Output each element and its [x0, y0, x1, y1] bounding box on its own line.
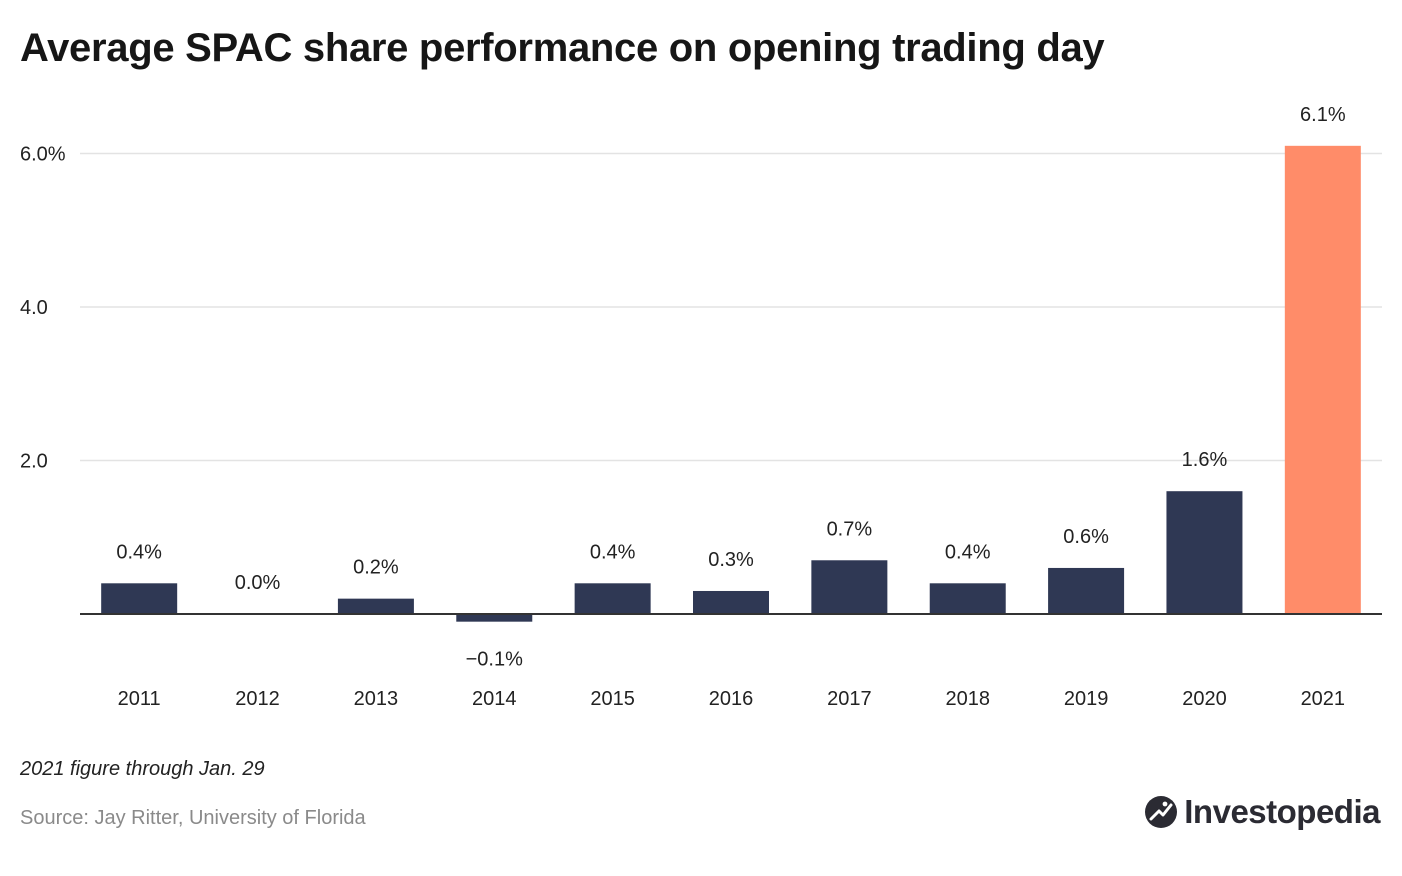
bar [337, 598, 414, 614]
data-label: 0.6% [1063, 526, 1109, 548]
x-tick-label: 2016 [709, 688, 754, 710]
data-label: 0.4% [945, 541, 991, 563]
x-axis-ticks: 2011 2012 2013 2014 2015 2016 2017 2018 2019 2020… [118, 688, 1345, 710]
bar [693, 590, 769, 614]
brand-logo: Investopedia [1144, 793, 1380, 831]
x-tick-label: 2012 [235, 688, 280, 710]
x-tick-label: 2017 [827, 688, 872, 710]
data-label: 6.1% [1300, 104, 1346, 126]
bar [1166, 491, 1243, 614]
data-label: 1.6% [1182, 449, 1228, 471]
data-label: 0.2% [353, 557, 399, 579]
footnote: 2021 figure through Jan. 29 [20, 758, 265, 780]
y-tick-label: 4.0 [20, 297, 48, 319]
data-label: 0.4% [590, 541, 636, 563]
investopedia-logo-icon [1145, 796, 1178, 828]
data-label: 0.4% [116, 541, 162, 563]
x-tick-label: 2011 [118, 688, 161, 710]
y-axis-ticks: 2.0 4.0 6.0% [20, 144, 66, 473]
data-labels: 0.4% 0.0% 0.2% −0.1% 0.4% 0.3% 0.7% 0.4% 0.6% 1.6… [116, 104, 1345, 671]
x-tick-label: 2014 [472, 688, 517, 710]
chart-title: Average SPAC share performance on openin… [20, 26, 1105, 70]
bar [811, 560, 888, 614]
data-label: 0.7% [827, 518, 873, 540]
y-tick-label: 2.0 [20, 451, 48, 473]
x-tick-label: 2019 [1064, 688, 1109, 710]
x-tick-label: 2015 [590, 688, 635, 710]
bar [1048, 567, 1125, 614]
bar [1284, 145, 1361, 614]
x-tick-label: 2013 [354, 688, 399, 710]
bar [456, 614, 533, 622]
data-label: −0.1% [466, 649, 523, 671]
bar [929, 583, 1006, 614]
data-label: 0.0% [235, 572, 281, 594]
y-tick-label: 6.0% [20, 144, 66, 166]
x-tick-label: 2020 [1182, 688, 1227, 710]
bar [574, 583, 651, 614]
source-text: Source: Jay Ritter, University of Florid… [20, 807, 366, 829]
bars [101, 145, 1361, 622]
x-tick-label: 2018 [945, 688, 990, 710]
x-tick-label: 2021 [1301, 688, 1346, 710]
bar [101, 583, 178, 614]
brand-name: Investopedia [1184, 793, 1380, 830]
gridlines [80, 152, 1382, 462]
data-label: 0.3% [708, 549, 754, 571]
